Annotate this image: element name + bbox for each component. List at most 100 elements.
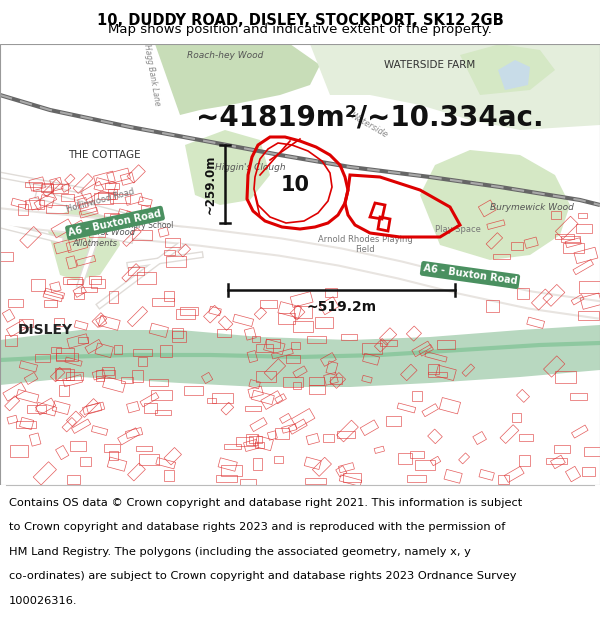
Bar	[50, 368, 65, 382]
Bar	[360, 420, 379, 436]
Bar	[323, 372, 338, 385]
Bar	[86, 402, 102, 414]
Bar	[65, 357, 82, 366]
Bar	[293, 321, 313, 332]
Bar	[430, 456, 441, 466]
Bar	[139, 454, 159, 465]
Bar	[122, 228, 141, 246]
Bar	[28, 405, 46, 413]
Bar	[316, 317, 332, 328]
Bar	[158, 227, 169, 237]
Bar	[573, 259, 593, 274]
Bar	[35, 354, 50, 362]
Bar	[428, 364, 439, 374]
Bar	[478, 200, 496, 217]
Bar	[428, 372, 446, 377]
Bar	[74, 321, 88, 330]
Bar	[156, 458, 176, 469]
Bar	[152, 298, 173, 306]
Bar	[63, 278, 82, 284]
Text: Arnold Rhodes Playing
Field: Arnold Rhodes Playing Field	[317, 235, 412, 254]
Bar	[583, 467, 595, 476]
Bar	[110, 214, 129, 221]
Bar	[29, 177, 46, 191]
Bar	[274, 456, 283, 463]
Bar	[133, 370, 143, 381]
Bar	[120, 173, 134, 185]
Bar	[336, 466, 347, 477]
Bar	[41, 184, 53, 192]
Bar	[339, 475, 362, 486]
Bar	[253, 458, 262, 469]
Bar	[96, 370, 115, 378]
Bar	[16, 389, 39, 403]
Bar	[319, 297, 339, 315]
Bar	[290, 292, 313, 308]
Bar	[180, 307, 198, 315]
Bar	[98, 316, 120, 330]
Bar	[118, 428, 139, 445]
Bar	[330, 372, 346, 388]
Bar	[401, 364, 417, 381]
Bar	[544, 356, 565, 377]
Bar	[264, 359, 286, 380]
Bar	[275, 428, 289, 439]
Bar	[325, 288, 337, 298]
Text: Hollinwood Road: Hollinwood Road	[65, 186, 135, 214]
Bar	[145, 403, 157, 412]
Text: ~259.0m: ~259.0m	[204, 154, 217, 214]
Bar	[133, 349, 152, 356]
Bar	[149, 379, 167, 386]
Bar	[98, 192, 115, 199]
Bar	[397, 403, 416, 413]
Bar	[46, 205, 68, 213]
Bar	[479, 469, 494, 481]
Bar	[439, 398, 461, 414]
Bar	[278, 313, 295, 324]
Bar	[127, 306, 148, 327]
Bar	[164, 471, 174, 481]
Bar	[105, 183, 119, 189]
Bar	[94, 171, 115, 186]
Bar	[362, 353, 380, 365]
Bar	[437, 340, 455, 349]
Bar	[579, 281, 600, 292]
Bar	[571, 425, 588, 438]
Bar	[386, 416, 401, 426]
Bar	[524, 237, 538, 248]
Bar	[493, 254, 510, 259]
Bar	[164, 448, 181, 465]
Bar	[221, 402, 234, 415]
Bar	[584, 447, 600, 456]
Bar	[313, 458, 331, 476]
Bar	[462, 364, 475, 376]
Bar	[500, 424, 519, 444]
Bar	[244, 328, 256, 340]
Text: Burymewick Wood: Burymewick Wood	[490, 202, 574, 211]
Bar	[128, 463, 145, 481]
Bar	[218, 458, 238, 471]
Bar	[62, 418, 77, 432]
Bar	[101, 368, 114, 375]
Bar	[362, 342, 382, 354]
Bar	[578, 213, 587, 218]
Bar	[254, 436, 274, 451]
Bar	[309, 385, 325, 394]
Bar	[44, 288, 65, 299]
Bar	[67, 411, 82, 427]
Bar	[271, 349, 293, 359]
Bar	[164, 291, 174, 301]
Polygon shape	[0, 325, 600, 387]
Bar	[65, 174, 75, 184]
Bar	[83, 402, 105, 414]
Bar	[224, 444, 241, 449]
Bar	[294, 306, 311, 318]
Bar	[81, 287, 97, 292]
Bar	[121, 378, 133, 382]
Polygon shape	[155, 44, 320, 115]
Bar	[56, 354, 78, 361]
Bar	[406, 326, 422, 341]
Bar	[374, 339, 388, 352]
Bar	[63, 374, 83, 387]
Bar	[203, 306, 221, 323]
